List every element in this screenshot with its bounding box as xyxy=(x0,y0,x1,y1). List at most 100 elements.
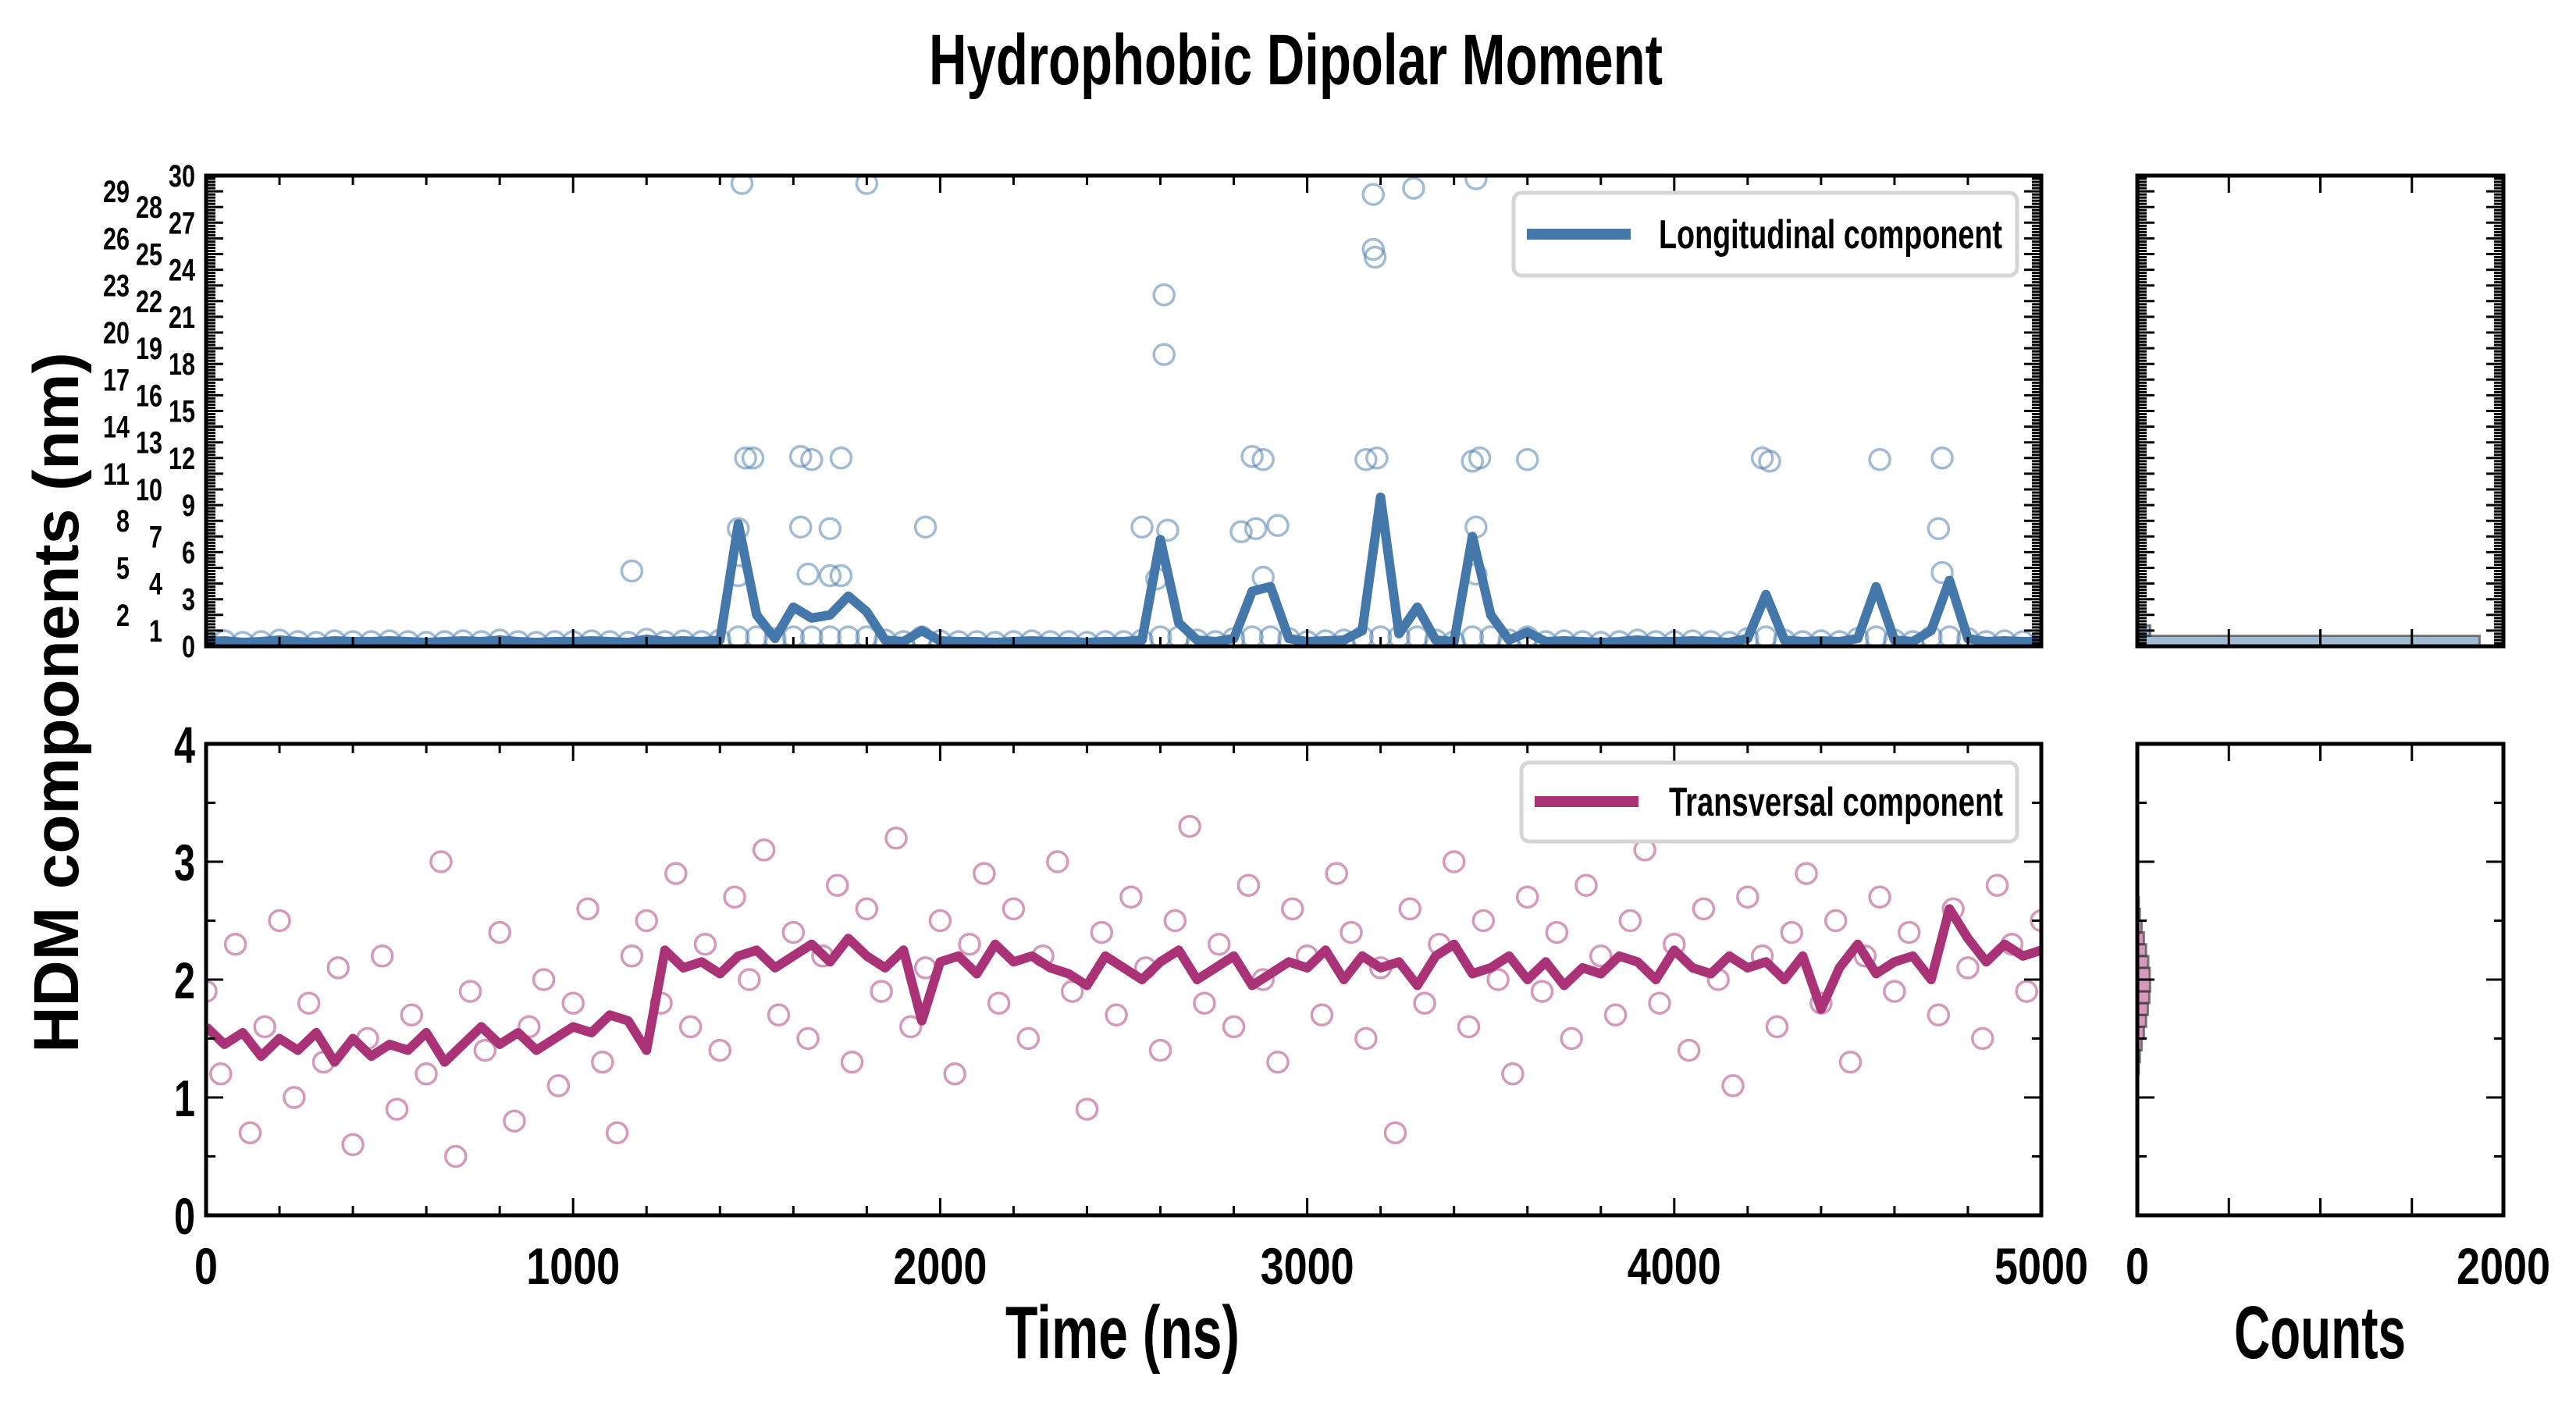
legend-transversal: Transversal component xyxy=(1519,760,2019,844)
transversal-panel: 0 1 2 3 4 0 1000 2000 3000 4000 5000 xyxy=(174,716,2088,1295)
scatter-point xyxy=(1361,183,1385,206)
scatter-point xyxy=(1016,1026,1040,1051)
scatter-point xyxy=(576,897,600,921)
scatter-point xyxy=(1897,920,1921,944)
scatter-point xyxy=(1956,956,1980,980)
scatter-point xyxy=(458,980,482,1003)
scatter-point xyxy=(1868,885,1891,909)
scatter-point xyxy=(253,1015,276,1039)
scatter-point xyxy=(1530,980,1554,1003)
y-tick-label: 20 xyxy=(103,316,130,350)
y-tick-label: 18 xyxy=(169,347,195,382)
y-tick-label: 30 xyxy=(169,159,195,194)
scatter-point xyxy=(1148,625,1172,646)
scatter-point xyxy=(987,991,1011,1015)
scatter-point xyxy=(837,625,860,646)
scatter-point xyxy=(1178,814,1201,838)
scatter-point xyxy=(1515,885,1539,909)
scatter-point xyxy=(870,980,893,1003)
scatter-point xyxy=(1618,909,1642,933)
scatter-point xyxy=(1927,517,1951,540)
scatter-point xyxy=(1266,514,1290,537)
scatter-point xyxy=(1442,850,1466,873)
scatter-point xyxy=(1589,944,1613,968)
y-tick-label: 21 xyxy=(169,301,195,335)
scatter-point xyxy=(1574,873,1598,897)
scatter-point xyxy=(605,1121,629,1145)
scatter-point xyxy=(1478,625,1503,646)
scatter-point xyxy=(1368,625,1393,646)
series-line-transversal xyxy=(206,904,2041,1067)
y-tick-label: 22 xyxy=(136,285,162,319)
legend-box xyxy=(1519,760,2019,844)
scatter-point xyxy=(1325,862,1348,885)
scatter-point xyxy=(855,625,879,646)
x-tick-label: 2000 xyxy=(2457,1237,2550,1295)
scatter-point xyxy=(209,1062,233,1086)
scatter-point xyxy=(973,862,996,885)
scatter-point xyxy=(1937,625,1962,646)
scatter-point xyxy=(635,909,658,933)
scatter-point xyxy=(928,909,952,933)
plot-area xyxy=(206,176,2041,646)
y-tick-label: 23 xyxy=(103,269,130,304)
scatter-point xyxy=(1413,991,1436,1015)
scatter-point xyxy=(1515,448,1539,471)
y-tick-label: 4 xyxy=(174,716,195,774)
scatter-point xyxy=(2015,980,2038,1003)
y-tick-label: 1 xyxy=(149,614,162,649)
scatter-point xyxy=(429,850,453,873)
series-line-longitudinal xyxy=(206,493,2041,646)
scatter-point xyxy=(800,625,824,646)
y-tick-label: 3 xyxy=(174,834,195,891)
scatter-point xyxy=(546,1074,571,1097)
scatter-point xyxy=(800,448,824,471)
scatter-point xyxy=(1354,1026,1378,1051)
scatter-point xyxy=(767,1003,791,1027)
scatter-point xyxy=(370,944,394,968)
x-tick-label: 2000 xyxy=(893,1237,987,1295)
scatter-point xyxy=(855,176,879,195)
scatter-point xyxy=(1251,448,1275,471)
scatter-point xyxy=(1156,518,1179,542)
scatter-point xyxy=(693,932,717,956)
scatter-point xyxy=(1075,1097,1099,1121)
scatter-point xyxy=(1119,885,1143,909)
scatter-point xyxy=(1692,897,1716,921)
scatter-point xyxy=(1461,625,1484,646)
y-tick-label: 0 xyxy=(182,630,195,664)
y-tick-label: 11 xyxy=(103,457,130,492)
scatter-point xyxy=(899,1015,923,1039)
y-tick-label: 28 xyxy=(136,190,162,225)
scatter-point xyxy=(443,1144,468,1168)
scatter-point xyxy=(1046,850,1069,873)
y-tick-label: 16 xyxy=(136,379,162,413)
scatter-point xyxy=(1930,446,1954,470)
y-tick-label: 1 xyxy=(174,1069,195,1127)
scatter-point xyxy=(1130,515,1154,539)
scatter-point xyxy=(1244,517,1268,540)
scatter-point xyxy=(829,564,853,588)
y-tick-label: 12 xyxy=(169,442,195,476)
scatter-point xyxy=(1240,445,1264,468)
x-tick-label: 0 xyxy=(2126,1237,2149,1295)
scatter-point xyxy=(1853,944,1877,968)
scatter-point xyxy=(1105,1003,1128,1027)
y-tick-label: 15 xyxy=(169,395,195,429)
y-tick-label: 4 xyxy=(149,567,163,602)
y-tick-label: 6 xyxy=(182,535,195,570)
y-tick-label: 13 xyxy=(136,426,162,461)
scatter-point xyxy=(1457,1015,1481,1039)
y-tick-label: 14 xyxy=(103,411,130,445)
scatter-point xyxy=(591,1050,614,1074)
scatter-point xyxy=(781,920,806,944)
scatter-point xyxy=(1603,1003,1628,1027)
scatter-point xyxy=(763,627,787,646)
axes-frame xyxy=(2135,173,2506,649)
scatter-point xyxy=(473,1038,497,1062)
y-tick-label: 29 xyxy=(103,175,130,209)
y-axis-label: HDM components (nm) xyxy=(21,352,92,1052)
scatter-point xyxy=(1765,1015,1789,1039)
y-tick-label: 3 xyxy=(182,583,195,617)
scatter-point xyxy=(1229,520,1253,544)
